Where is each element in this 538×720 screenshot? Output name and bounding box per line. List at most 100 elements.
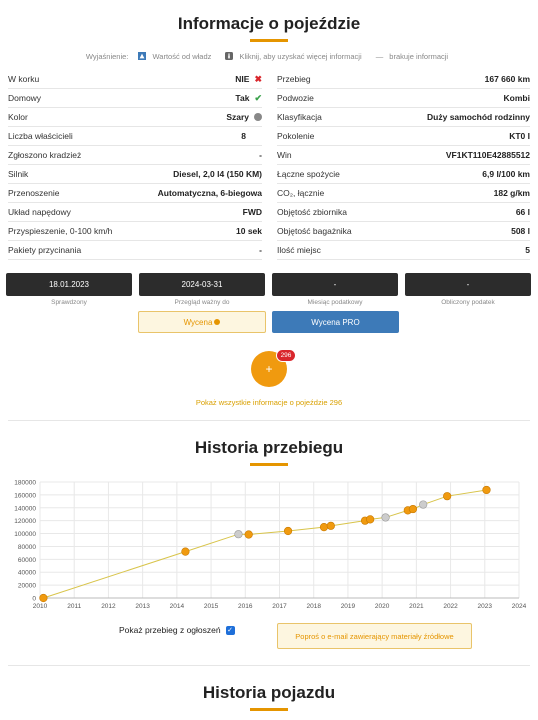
info-label: W korku — [8, 74, 40, 84]
legend-prefix: Wyjaśnienie: — [85, 52, 129, 61]
info-row: Układ napędowy FWD — [8, 203, 262, 222]
mileage-point — [408, 504, 418, 514]
mileage-point — [244, 530, 253, 539]
info-column-left: W korku NIE ✖ Domowy Tak ✔ Kolor Szary Liczba… — [8, 70, 262, 260]
info-label: Klasyfikacja — [277, 112, 322, 122]
legend-official: Wartość od władz — [138, 52, 215, 61]
info-value: Diesel, 2,0 l4 (150 KM) — [173, 169, 262, 179]
info-label: Liczba właścicieli — [8, 131, 73, 141]
info-value: FWD — [242, 207, 262, 217]
info-row: Kolor Szary — [8, 108, 262, 127]
inspection-date-box: 18.01.2023 — [6, 273, 132, 296]
info-label: Układ napędowy — [8, 207, 71, 217]
mileage-title-underline — [250, 463, 288, 466]
tax-amount-caption: Obliczony podatek — [441, 299, 495, 306]
mileage-title: Historia przebiegu — [194, 438, 344, 457]
valuation-label: Wycena — [183, 317, 213, 327]
mileage-point — [319, 523, 329, 532]
mileage-point — [39, 593, 48, 603]
info-value: 167 660 km — [484, 74, 530, 84]
info-label: Pakiety przycinania — [8, 245, 82, 255]
inspection-valid-caption: Przegląd ważny do — [174, 299, 230, 306]
info-label: Objętość bagażnika — [277, 226, 352, 236]
info-row: Pakiety przycinania - — [8, 241, 262, 260]
y-tick-label: 140000 — [14, 505, 36, 512]
valuation-button[interactable]: Wycena — [138, 311, 266, 333]
y-tick-label: 0 — [32, 596, 36, 603]
info-row: W korku NIE ✖ — [8, 70, 262, 89]
mileage-point — [181, 547, 190, 556]
show-all-link[interactable]: Pokaż wszystkie informacje o pojeździe 2… — [195, 398, 343, 407]
info-value: Kombi — [503, 93, 530, 103]
x-tick-label: 2010 — [33, 603, 48, 610]
info-label: Łączne spożycie — [277, 169, 340, 179]
mileage-point — [366, 515, 375, 524]
info-label: CO₂, łącznie — [277, 188, 325, 198]
mileage-point — [326, 521, 335, 530]
valuation-pro-button[interactable]: Wycena PRO — [272, 311, 399, 333]
x-tick-label: 2024 — [512, 603, 527, 610]
info-value: NIE ✖ — [235, 73, 262, 85]
info-value: 5 — [525, 245, 530, 255]
info-label: Win — [277, 150, 292, 160]
info-value: Duży samochód rodzinny — [427, 112, 530, 122]
ad-mileage-point — [381, 513, 390, 522]
x-tick-label: 2012 — [101, 603, 116, 610]
info-row: Ilość miejsc 5 — [277, 241, 530, 260]
info-column-right: Przebieg 167 660 km Podwozie Kombi Klasyfi… — [277, 70, 530, 260]
info-value: 8 — [241, 131, 246, 141]
info-value: Tak ✔ — [235, 92, 262, 104]
x-tick-label: 2016 — [238, 603, 253, 610]
info-row: Przyspieszenie, 0-100 km/h 10 sek — [8, 222, 262, 241]
info-label: Przyspieszenie, 0-100 km/h — [8, 226, 113, 236]
info-value: - — [259, 150, 262, 160]
info-value: 10 sek — [236, 226, 262, 236]
info-value: VF1KT110E42885512 — [445, 150, 530, 160]
divider — [8, 420, 530, 421]
inspection-valid-box: 2024-03-31 — [139, 273, 265, 296]
check-icon: ✔ — [254, 92, 262, 103]
x-mark-icon: ✖ — [254, 73, 262, 84]
legend-click-label: Kliknij, aby uzyskać więcej informacji — [239, 52, 362, 61]
legend-missing: — brakuje informacji — [375, 52, 449, 61]
info-icon — [225, 52, 234, 60]
x-tick-label: 2015 — [204, 603, 219, 610]
info-label: Pokolenie — [277, 131, 315, 141]
show-ads-toggle[interactable]: Pokaż przebieg z ogłoszeń ✓ — [119, 625, 235, 635]
info-label: Objętość zbiornika — [277, 207, 347, 217]
info-row: Klasyfikacja Duży samochód rodzinny — [277, 108, 530, 127]
show-ads-checkbox[interactable]: ✓ — [225, 625, 235, 635]
info-row: Win VF1KT110E42885512 — [277, 146, 530, 165]
title-underline — [250, 39, 288, 42]
mileage-chart: 0 20000 40000 60000 80000 100000 120000 140000 1… — [14, 480, 527, 611]
history-title: Historia pojazdu — [202, 683, 336, 702]
history-title-underline — [250, 708, 288, 711]
x-tick-label: 2022 — [443, 603, 458, 610]
y-tick-label: 80000 — [18, 544, 36, 551]
x-tick-label: 2018 — [306, 603, 321, 610]
ad-mileage-point — [234, 530, 243, 539]
info-value: Szary — [226, 112, 262, 122]
info-label: Podwozie — [277, 93, 314, 103]
info-row: Zgłoszono kradzież - — [8, 146, 262, 165]
info-row: Domowy Tak ✔ — [8, 89, 262, 108]
legend: Wyjaśnienie: Wartość od władz Kliknij, a… — [0, 52, 538, 61]
info-label: Ilość miejsc — [277, 245, 321, 255]
count-badge: 296 — [276, 349, 296, 362]
y-tick-label: 120000 — [14, 518, 36, 525]
info-value: KT0 I — [509, 131, 530, 141]
request-email-button[interactable]: Poproś o e-mail zawierający materiały źr… — [277, 623, 472, 649]
info-label: Silnik — [8, 169, 29, 179]
tax-month-caption: Miesiąc podatkowy — [307, 299, 363, 306]
info-row: Łączne spożycie 6,9 l/100 km — [277, 165, 530, 184]
info-label: Kolor — [8, 112, 28, 122]
x-tick-label: 2021 — [409, 603, 424, 610]
info-value: 6,9 l/100 km — [482, 169, 530, 179]
x-tick-label: 2023 — [478, 603, 493, 610]
x-tick-label: 2017 — [272, 603, 287, 610]
y-tick-label: 160000 — [14, 492, 36, 499]
x-tick-label: 2013 — [135, 603, 150, 610]
info-row: Objętość zbiornika 66 l — [277, 203, 530, 222]
info-row: Podwozie Kombi — [277, 89, 530, 108]
show-ads-label: Pokaż przebieg z ogłoszeń — [119, 625, 221, 635]
